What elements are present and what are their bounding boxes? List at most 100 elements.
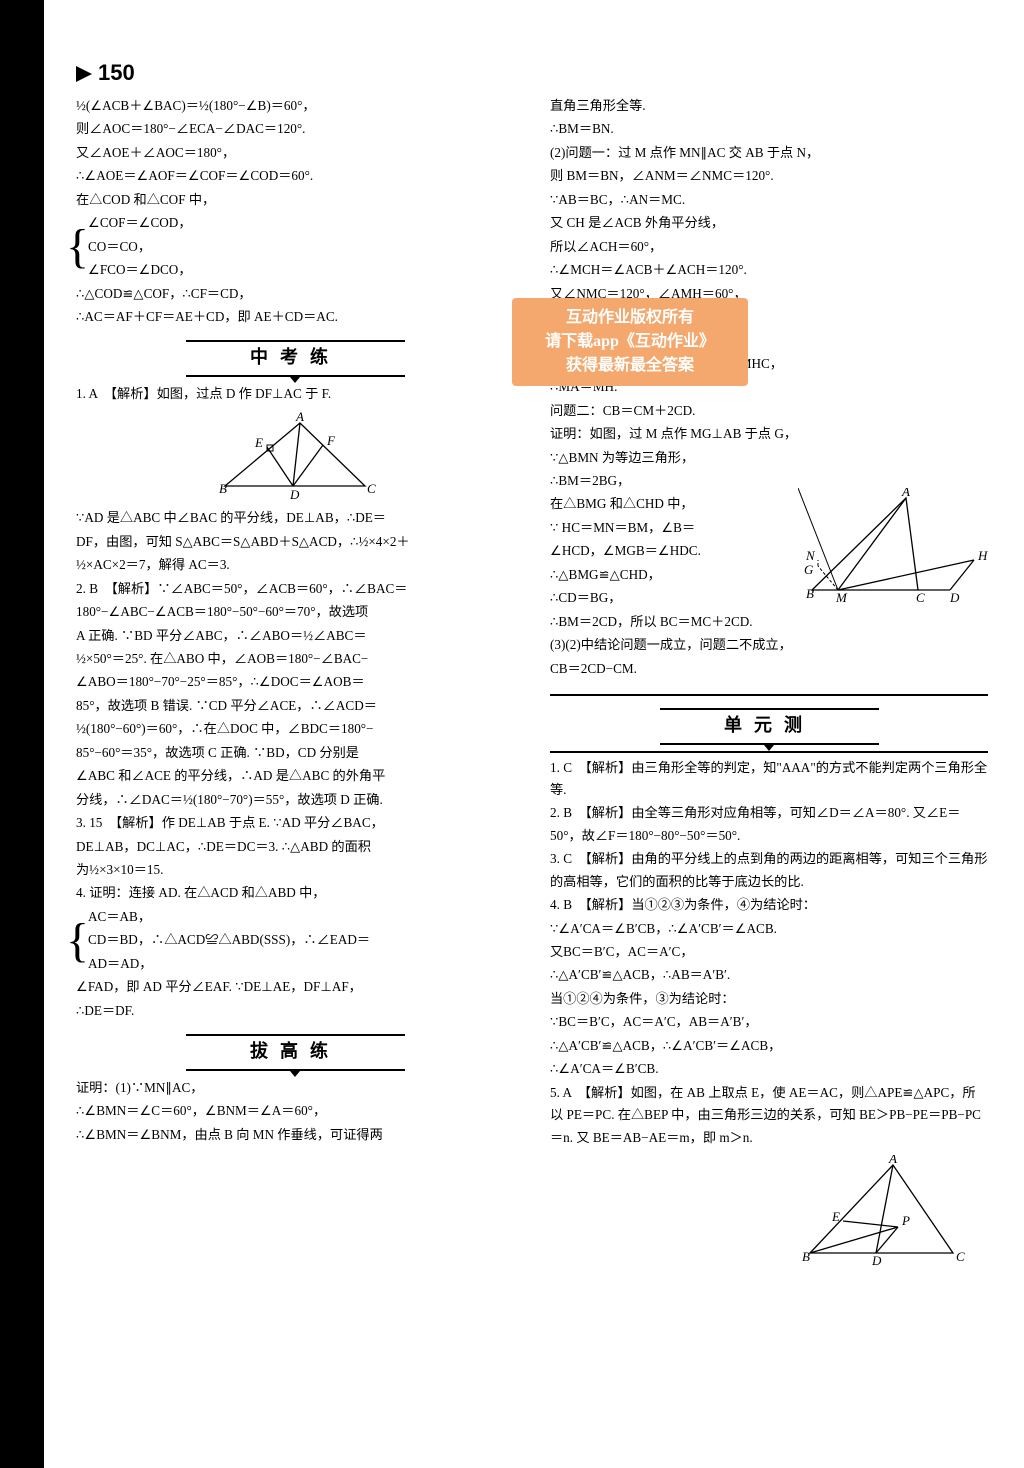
text-line: ∠ABC 和∠ACE 的平分线，∴AD 是△ABC 的外角平 <box>76 765 514 787</box>
svg-text:D: D <box>289 487 300 501</box>
svg-text:B: B <box>802 1249 810 1264</box>
section-title-text: 中考练 <box>250 347 340 367</box>
text-line: 问题二：CB＝CM＋2CD. <box>550 400 988 422</box>
arrow-icon <box>76 66 92 82</box>
text-line: ∴△A′CB′≌△ACB，∴∠A′CB′＝∠ACB， <box>550 1035 988 1057</box>
problem-4: 4. 证明：连接 AD. 在△ACD 和△ABD 中， <box>76 882 514 904</box>
svg-text:A: A <box>295 411 304 424</box>
text-line: 又∠AOE＋∠AOC＝180°， <box>76 142 514 164</box>
brace-line: AD＝AD， <box>88 953 514 975</box>
left-margin-bar <box>0 0 44 1468</box>
svg-text:G: G <box>804 562 814 577</box>
text-line: ∵△BMN 为等边三角形， <box>550 447 988 469</box>
brace-line: CD＝BD，∴△ACD≌△ABD(SSS)，∴∠EAD＝ <box>88 929 514 951</box>
section-zhongkao: 中考练 <box>76 342 514 373</box>
text-line: 证明：如图，过 M 点作 MG⊥AB 于点 G， <box>550 423 988 445</box>
text-line: DF，由图，可知 S△ABC＝S△ABD＋S△ACD，∴½×4×2＋ <box>76 531 514 553</box>
svg-text:A: A <box>888 1155 897 1166</box>
brace-line: AC＝AB， <box>88 906 514 928</box>
triangle-figure-3: A B C D E P <box>798 1155 968 1265</box>
problem-2: 2. B 【解析】∵∠ABC＝50°，∠ACB＝60°，∴∠BAC＝ <box>76 578 514 600</box>
svg-text:C: C <box>367 481 376 496</box>
text-line: 直角三角形全等. <box>550 95 988 117</box>
text-line: 85°−60°＝35°，故选项 C 正确. ∵BD，CD 分别是 <box>76 742 514 764</box>
brace-block: AC＝AB， CD＝BD，∴△ACD≌△ABD(SSS)，∴∠EAD＝ AD＝A… <box>80 906 514 975</box>
text-line: ∴∠BMN＝∠BNM，由点 B 向 MN 作垂线，可证得两 <box>76 1124 514 1146</box>
text-line: ∴AC＝AF＋CF＝AE＋CD，即 AE＋CD＝AC. <box>76 306 514 328</box>
unit-problem-5: 5. A 【解析】如图，在 AB 上取点 E，使 AE＝AC，则△APE≌△AP… <box>550 1082 988 1149</box>
watermark-line1: 互动作业版权所有 <box>524 306 736 330</box>
text-line: ∵∠A′CA＝∠B′CB，∴∠A′CB′＝∠ACB. <box>550 918 988 940</box>
unit-problem-4: 4. B 【解析】当①②③为条件，④为结论时： <box>550 894 988 916</box>
svg-text:E: E <box>254 435 263 450</box>
text-line: ∴∠MCH＝∠ACB＋∠ACH＝120°. <box>550 259 988 281</box>
watermark-line2: 请下载app《互动作业》 <box>524 330 736 354</box>
section-danyuan: 单元测 <box>550 710 988 741</box>
text-line: CB＝2CD−CM. <box>550 658 988 680</box>
watermark-overlay: 互动作业版权所有 请下载app《互动作业》 获得最新最全答案 <box>512 298 748 386</box>
text-line: ∴∠BMN＝∠C＝60°，∠BNM＝∠A＝60°， <box>76 1100 514 1122</box>
text-line: ½(∠ACB＋∠BAC)＝½(180°−∠B)＝60°， <box>76 95 514 117</box>
unit-problem-1: 1. C 【解析】由三角形全等的判定，知"AAA"的方式不能判定两个三角形全等. <box>550 757 988 802</box>
svg-text:N: N <box>805 548 816 563</box>
text-line: ½×AC×2＝7，解得 AC＝3. <box>76 554 514 576</box>
text-line: ∴△A′CB′≌△ACB，∴AB＝A′B′. <box>550 964 988 986</box>
page-number-text: 150 <box>98 60 135 85</box>
text-line: ∵AB＝BC，∴AN＝MC. <box>550 189 988 211</box>
svg-text:D: D <box>949 590 960 605</box>
problem-1: 1. A 【解析】如图，过点 D 作 DF⊥AC 于 F. <box>76 383 514 405</box>
text-line: (2)问题一：过 M 点作 MN∥AC 交 AB 于点 N， <box>550 142 988 164</box>
text-line: 85°，故选项 B 错误. ∵CD 平分∠ACE，∴∠ACD＝ <box>76 695 514 717</box>
svg-text:P: P <box>901 1213 910 1228</box>
brace-block: ∠COF＝∠COD， CO＝CO， ∠FCO＝∠DCO， <box>80 212 514 281</box>
text-line: 则∠AOC＝180°−∠ECA−∠DAC＝120°. <box>76 118 514 140</box>
text-line: 当①②④为条件，③为结论时： <box>550 988 988 1010</box>
section-bagao: 拔高练 <box>76 1036 514 1067</box>
watermark-line3: 获得最新最全答案 <box>524 354 736 378</box>
brace-line: ∠FCO＝∠DCO， <box>88 259 514 281</box>
proof-line: 证明：(1)∵MN∥AC， <box>76 1077 514 1099</box>
text-line: 则 BM＝BN，∠ANM＝∠NMC＝120°. <box>550 165 988 187</box>
text-line: A 正确. ∵BD 平分∠ABC，∴∠ABO＝½∠ABC＝ <box>76 625 514 647</box>
text-line: ∴△COD≌△COF，∴CF＝CD， <box>76 283 514 305</box>
triangle-figure-2: A B C D H M N G <box>798 488 988 608</box>
section-title-text: 单元测 <box>724 715 814 735</box>
text-line: 在△COD 和△COF 中， <box>76 189 514 211</box>
text-line: ∵AD 是△ABC 中∠BAC 的平分线，DE⊥AB，∴DE＝ <box>76 507 514 529</box>
text-line: DE⊥AB，DC⊥AC，∴DE＝DC＝3. ∴△ABD 的面积 <box>76 836 514 858</box>
text-line: ∴BM＝BN. <box>550 118 988 140</box>
svg-text:B: B <box>219 481 227 496</box>
unit-problem-2: 2. B 【解析】由全等三角形对应角相等，可知∠D＝∠A＝80°. 又∠E＝50… <box>550 802 988 847</box>
svg-text:M: M <box>835 590 848 605</box>
diamond-icon <box>290 1071 300 1077</box>
divider <box>550 694 988 696</box>
text-line: 180°−∠ABC−∠ACB＝180°−50°−60°＝70°，故选项 <box>76 601 514 623</box>
diamond-icon <box>290 377 300 383</box>
divider <box>550 751 988 753</box>
svg-text:F: F <box>326 433 336 448</box>
svg-text:H: H <box>977 548 988 563</box>
text-line: ∠ABO＝180°−70°−25°＝85°，∴∠DOC＝∠AOB＝ <box>76 671 514 693</box>
unit-problem-3: 3. C 【解析】由角的平分线上的点到角的两边的距离相等，可知三个三角形的高相等… <box>550 848 988 893</box>
text-line: 分线，∴∠DAC＝½(180°−70°)＝55°，故选项 D 正确. <box>76 789 514 811</box>
left-column: ½(∠ACB＋∠BAC)＝½(180°−∠B)＝60°， 则∠AOC＝180°−… <box>76 94 514 1428</box>
brace-line: ∠COF＝∠COD， <box>88 212 514 234</box>
text-line: ½×50°＝25°. 在△ABO 中，∠AOB＝180°−∠BAC− <box>76 648 514 670</box>
page-number: 150 <box>76 54 135 91</box>
text-line: ½(180°−60°)＝60°，∴在△DOC 中，∠BDC＝180°− <box>76 718 514 740</box>
text-line: 为½×3×10＝15. <box>76 859 514 881</box>
text-line: 又BC＝B′C，AC＝A′C， <box>550 941 988 963</box>
text-line: 所以∠ACH＝60°， <box>550 236 988 258</box>
diamond-icon <box>764 745 774 751</box>
svg-text:C: C <box>916 590 925 605</box>
text-line: ∠FAD，即 AD 平分∠EAF. ∵DE⊥AE，DF⊥AF， <box>76 976 514 998</box>
text-line: ∴BM＝2CD，所以 BC＝MC＋2CD. <box>550 611 988 633</box>
text-line: ∵BC＝B′C，AC＝A′C，AB＝A′B′， <box>550 1011 988 1033</box>
brace-line: CO＝CO， <box>88 236 514 258</box>
svg-text:D: D <box>871 1253 882 1265</box>
right-column: 直角三角形全等. ∴BM＝BN. (2)问题一：过 M 点作 MN∥AC 交 A… <box>550 94 988 1428</box>
text-line: 又 CH 是∠ACB 外角平分线， <box>550 212 988 234</box>
text-line: (3)(2)中结论问题一成立，问题二不成立， <box>550 634 988 656</box>
content-area: ½(∠ACB＋∠BAC)＝½(180°−∠B)＝60°， 则∠AOC＝180°−… <box>76 94 988 1428</box>
text-line: ∴DE＝DF. <box>76 1000 514 1022</box>
